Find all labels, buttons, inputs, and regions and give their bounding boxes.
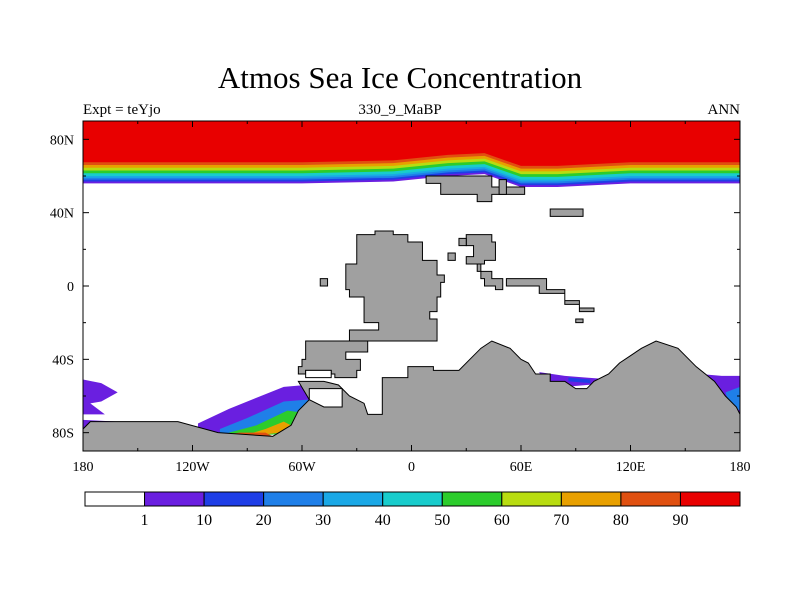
colorbar-label: 30 (315, 512, 331, 529)
colorbar-swatch (441, 491, 503, 507)
colorbar-swatch (382, 491, 443, 507)
y-tick-label: 40S (52, 353, 74, 368)
chart-title: Atmos Sea Ice Concentration (217, 60, 583, 95)
x-tick-label: 120E (616, 460, 646, 475)
colorbar-label: 20 (256, 512, 272, 529)
land-east-archipelago-2 (505, 278, 595, 313)
colorbar: 1 10 20 30 40 50 60 70 80 90 (84, 491, 741, 529)
land-small-island-3 (476, 263, 482, 272)
subtitle-right: ANN (707, 102, 741, 118)
y-tick-label: 80N (50, 133, 74, 148)
colorbar-swatch (620, 491, 681, 507)
south-ice-patch-10 (725, 386, 740, 411)
land-layer (83, 175, 740, 451)
y-tick-label: 80S (52, 427, 74, 442)
south-ice-patch-0 (83, 379, 118, 415)
x-tick-label: 60E (510, 460, 533, 475)
x-tick-label: 60W (288, 460, 316, 475)
land-small-island-1 (458, 237, 467, 247)
colorbar-label: 80 (613, 512, 629, 529)
x-tick-label: 180 (730, 460, 751, 475)
y-tick-label: 0 (67, 280, 74, 295)
ocean-inlet-0 (305, 369, 332, 379)
colorbar-swatch (560, 491, 622, 507)
colorbar-label: 50 (434, 512, 450, 529)
land-north-continent-east (498, 179, 507, 195)
colorbar-label: 90 (672, 512, 688, 529)
land-north-continent (425, 175, 526, 203)
colorbar-swatch (84, 491, 146, 507)
land-small-island-2 (447, 252, 456, 261)
colorbar-swatch (203, 491, 265, 507)
colorbar-label: 40 (375, 512, 391, 529)
land-small-island-5 (319, 278, 329, 287)
colorbar-label: 70 (553, 512, 569, 529)
north-ice-level-90 (83, 121, 740, 166)
colorbar-swatch (144, 491, 205, 507)
colorbar-swatch (501, 491, 562, 507)
south-ice-patch-8 (568, 377, 591, 384)
colorbar-label: 10 (196, 512, 212, 529)
axis-ticks: 180 120W 60W 0 60E 120E 180 80N 40N 0 40S 80S (50, 121, 751, 475)
x-tick-label: 0 (408, 460, 415, 475)
colorbar-label: 1 (141, 512, 149, 529)
land-east-archipelago-3 (480, 270, 504, 291)
ocean-inlet-1 (308, 388, 343, 408)
y-tick-label: 40N (50, 207, 74, 222)
subtitle-center: 330_9_MaBP (358, 102, 442, 118)
colorbar-swatch (263, 491, 324, 507)
land-central-continent (297, 230, 445, 379)
colorbar-swatch (679, 491, 741, 507)
land-east-island (549, 208, 584, 217)
x-tick-label: 120W (175, 460, 210, 475)
north-ice-layer (83, 121, 740, 187)
south-ice-patch-4 (229, 410, 302, 437)
colorbar-swatch (322, 491, 384, 507)
subtitle-left: Expt = teYjo (83, 102, 161, 118)
x-tick-label: 180 (73, 460, 94, 475)
land-small-island-4 (575, 318, 584, 324)
colorbar-label: 60 (494, 512, 510, 529)
land-south-continent (83, 340, 740, 451)
land-east-archipelago-1 (465, 234, 496, 265)
